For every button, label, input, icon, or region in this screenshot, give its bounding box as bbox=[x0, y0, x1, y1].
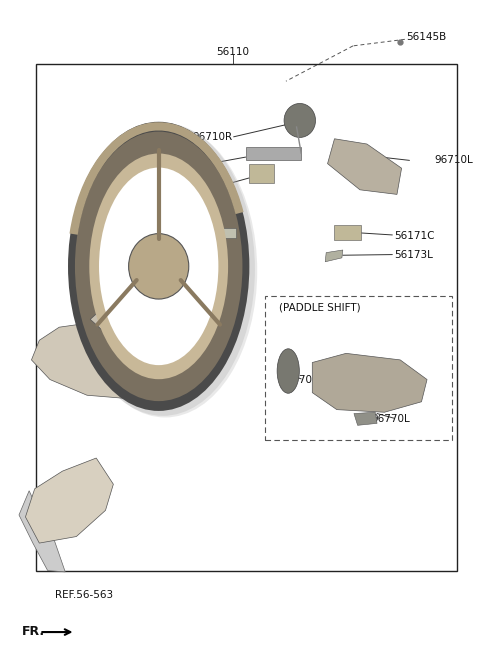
Text: 96770L: 96770L bbox=[372, 414, 410, 424]
Text: 56110: 56110 bbox=[216, 47, 249, 57]
Text: 56991C: 56991C bbox=[171, 158, 212, 169]
Ellipse shape bbox=[71, 123, 255, 416]
Polygon shape bbox=[327, 139, 402, 194]
Polygon shape bbox=[209, 228, 237, 238]
Polygon shape bbox=[19, 491, 65, 572]
Text: 56145B: 56145B bbox=[406, 32, 446, 42]
Ellipse shape bbox=[75, 131, 242, 401]
Polygon shape bbox=[25, 458, 113, 543]
Polygon shape bbox=[354, 412, 377, 425]
Polygon shape bbox=[249, 164, 275, 183]
Text: FR.: FR. bbox=[22, 625, 45, 638]
Text: 56171D: 56171D bbox=[166, 185, 207, 195]
Bar bbox=[36, 64, 457, 570]
Polygon shape bbox=[90, 297, 198, 338]
Text: REF.56-563: REF.56-563 bbox=[55, 591, 113, 600]
Bar bbox=[265, 296, 453, 440]
Text: 96710R: 96710R bbox=[192, 133, 233, 143]
Ellipse shape bbox=[284, 103, 315, 137]
Ellipse shape bbox=[89, 154, 228, 379]
Text: 56171C: 56171C bbox=[394, 231, 434, 240]
Ellipse shape bbox=[73, 124, 257, 417]
Polygon shape bbox=[335, 225, 361, 240]
Ellipse shape bbox=[99, 168, 218, 365]
Text: 96710L: 96710L bbox=[434, 155, 473, 166]
Ellipse shape bbox=[129, 234, 189, 299]
Text: (PADDLE SHIFT): (PADDLE SHIFT) bbox=[279, 303, 360, 313]
Text: 56111D: 56111D bbox=[84, 211, 126, 221]
Text: 56170B: 56170B bbox=[152, 315, 192, 326]
Ellipse shape bbox=[277, 349, 300, 394]
Polygon shape bbox=[325, 250, 343, 261]
Text: 56173L: 56173L bbox=[394, 250, 432, 260]
Polygon shape bbox=[246, 147, 301, 160]
Polygon shape bbox=[32, 323, 170, 399]
Text: 56173R: 56173R bbox=[125, 227, 166, 237]
Ellipse shape bbox=[68, 122, 250, 411]
Text: 96770R: 96770R bbox=[279, 374, 319, 384]
Polygon shape bbox=[312, 353, 427, 412]
